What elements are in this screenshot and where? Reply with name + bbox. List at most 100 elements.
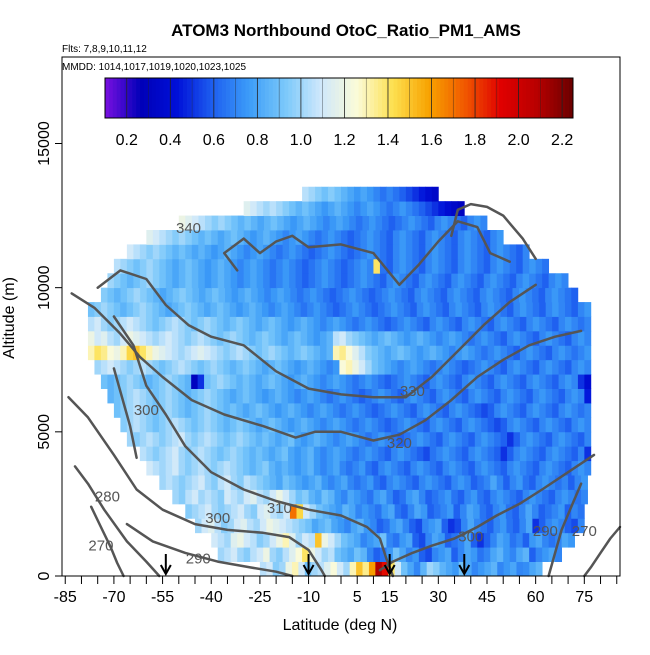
heatmap-cell	[464, 258, 472, 274]
heatmap-cell	[505, 503, 513, 519]
heatmap-cell	[391, 403, 398, 418]
heatmap-cell	[416, 388, 424, 404]
heatmap-cell	[542, 258, 550, 274]
heatmap-cell	[571, 503, 579, 519]
heatmap-cell	[133, 316, 140, 332]
heatmap-cell	[392, 547, 400, 562]
contour-label: 300	[134, 402, 159, 419]
heatmap-cell	[315, 532, 322, 548]
heatmap-cell	[217, 230, 225, 245]
heatmap-cell	[481, 302, 489, 317]
heatmap-cell	[423, 345, 431, 361]
heatmap-cell	[516, 258, 524, 274]
heatmap-cell	[358, 345, 366, 361]
heatmap-cell	[197, 431, 205, 447]
heatmap-cell	[346, 446, 353, 462]
heatmap-cell	[243, 547, 251, 562]
heatmap-cell	[542, 475, 550, 490]
heatmap-cell	[555, 475, 563, 490]
heatmap-cell	[558, 345, 566, 361]
heatmap-cell	[481, 330, 489, 346]
contour-line-300	[67, 395, 327, 578]
heatmap-cell	[353, 258, 361, 274]
heatmap-cell	[584, 345, 592, 361]
heatmap-cell	[532, 446, 540, 462]
heatmap-cell	[358, 417, 366, 433]
colorbar-segment	[179, 78, 184, 118]
heatmap-cell	[483, 244, 491, 260]
heatmap-cell	[159, 417, 166, 433]
contour-line-270	[583, 525, 622, 578]
heatmap-cell	[584, 403, 592, 418]
heatmap-cell	[281, 403, 289, 418]
heatmap-cell	[416, 446, 424, 462]
colorbar-segment	[257, 78, 262, 118]
heatmap-cell	[352, 446, 360, 462]
heatmap-cell	[412, 489, 420, 505]
colorbar-segment	[335, 78, 340, 118]
heatmap-cell	[457, 475, 465, 490]
heatmap-cell	[571, 302, 579, 317]
heatmap-cell	[565, 374, 572, 389]
heatmap-cell	[474, 460, 482, 476]
heatmap-cell	[211, 475, 219, 490]
heatmap-cell	[94, 316, 102, 332]
heatmap-cell	[211, 258, 219, 274]
heatmap-cell	[503, 489, 511, 505]
heatmap-cell	[384, 359, 392, 375]
heatmap-cell	[522, 258, 530, 274]
colorbar-tick-label: 0.8	[246, 132, 268, 149]
heatmap-cell	[477, 258, 485, 274]
heatmap-cell	[133, 374, 141, 389]
heatmap-cell	[318, 518, 326, 534]
heatmap-cell	[399, 489, 407, 505]
heatmap-cell	[255, 359, 263, 375]
heatmap-cell	[412, 475, 420, 490]
heatmap-cell	[326, 403, 334, 418]
heatmap-cell	[474, 403, 482, 418]
colorbar-segment	[393, 78, 398, 118]
heatmap-cell	[246, 518, 254, 534]
heatmap-cell	[225, 287, 232, 303]
heatmap-cell	[409, 518, 417, 534]
heatmap-cell	[539, 417, 547, 433]
heatmap-cell	[519, 374, 527, 389]
heatmap-cell	[565, 417, 572, 433]
heatmap-cell	[257, 215, 265, 231]
heatmap-cell	[446, 503, 454, 519]
heatmap-cell	[356, 561, 363, 577]
heatmap-cell	[334, 186, 342, 202]
heatmap-cell	[133, 403, 141, 418]
heatmap-cell	[366, 273, 374, 289]
heatmap-cell	[204, 403, 211, 418]
heatmap-cell	[412, 547, 420, 562]
contour-label: 310	[267, 500, 292, 517]
heatmap-cell	[584, 316, 592, 332]
heatmap-cell	[532, 302, 540, 317]
heatmap-cell	[126, 302, 134, 317]
heatmap-cell	[405, 489, 413, 505]
heatmap-cell	[513, 403, 521, 418]
heatmap-cell	[349, 561, 357, 577]
heatmap-cell	[535, 258, 543, 274]
heatmap-cell	[198, 287, 206, 303]
heatmap-cell	[262, 446, 270, 462]
heatmap-cell	[198, 215, 206, 231]
heatmap-cell	[532, 316, 540, 332]
heatmap-cell	[353, 201, 361, 216]
heatmap-cell	[375, 561, 383, 577]
heatmap-cell	[313, 460, 321, 476]
heatmap-cell	[249, 403, 257, 418]
heatmap-cell	[365, 302, 373, 317]
heatmap-cell	[294, 460, 302, 476]
colorbar-segment	[479, 78, 484, 118]
heatmap-cell	[438, 489, 446, 505]
heatmap-cell	[496, 273, 504, 289]
heatmap-cell	[347, 475, 355, 490]
heatmap-cell	[481, 460, 489, 476]
heatmap-cell	[358, 374, 366, 389]
heatmap-cell	[242, 431, 250, 447]
heatmap-cell	[197, 302, 205, 317]
heatmap-cell	[539, 316, 547, 332]
heatmap-cell	[230, 475, 238, 490]
